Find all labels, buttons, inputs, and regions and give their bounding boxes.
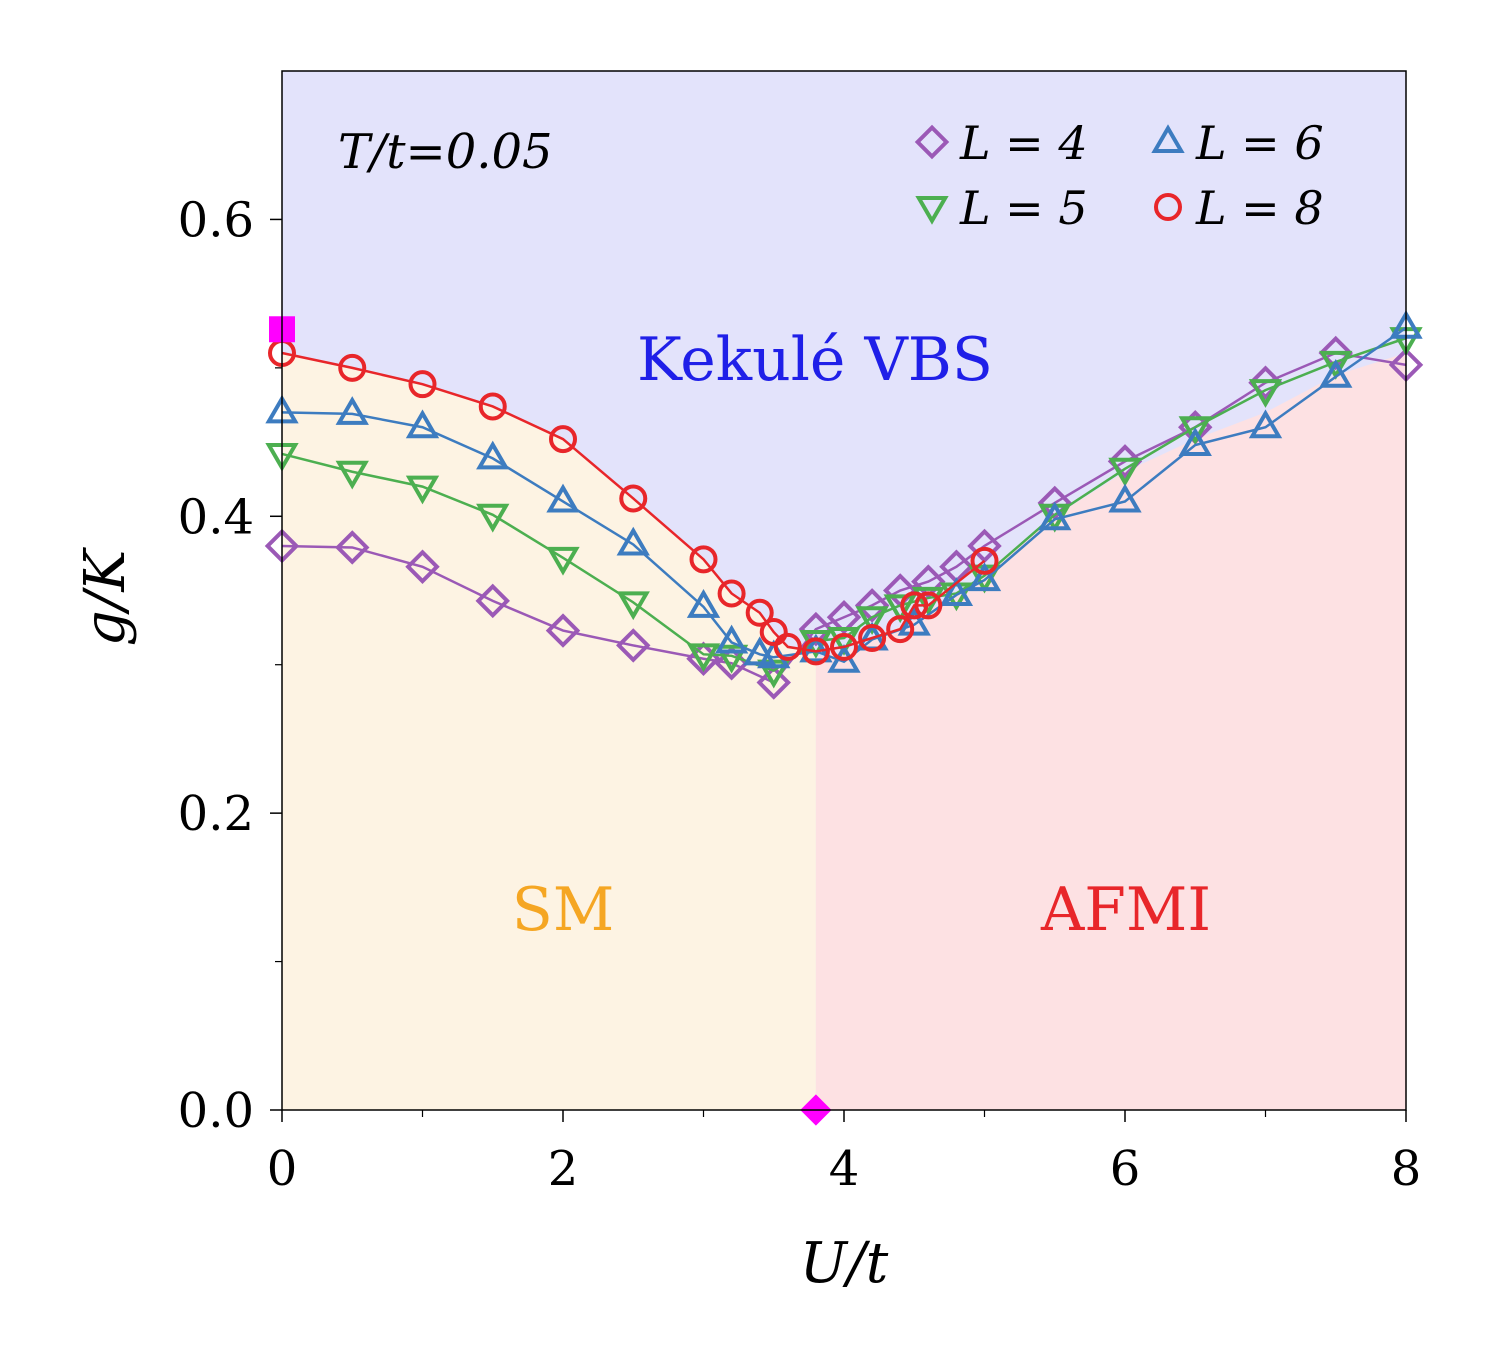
data-point	[689, 545, 718, 574]
data-point	[1108, 483, 1142, 513]
data-point	[799, 633, 833, 663]
legend-entry: L = 8	[1154, 181, 1324, 235]
data-point	[854, 588, 890, 623]
region-afmi	[815, 353, 1406, 1110]
data-point	[773, 632, 802, 661]
data-point	[549, 425, 577, 454]
data-point	[855, 606, 889, 636]
y-axis-title: g/K	[73, 547, 138, 647]
region-label-afmi: AFMI	[1040, 875, 1211, 945]
data-point	[546, 483, 580, 513]
legend: L = 4 L = 6 L = 5 L = 8	[914, 116, 1324, 235]
data-point	[476, 440, 510, 470]
data-point	[1248, 379, 1283, 408]
data-point	[883, 594, 917, 624]
data-point	[616, 526, 650, 556]
data-point	[1319, 358, 1353, 388]
data-point	[826, 599, 862, 635]
phase-regions	[282, 71, 1406, 1110]
data-point	[335, 460, 369, 490]
data-point	[717, 579, 746, 608]
data-point	[616, 628, 651, 663]
data-point	[900, 591, 929, 620]
data-point	[714, 644, 749, 674]
x-tick-label: 8	[1391, 1141, 1422, 1197]
axis-ticks: 0 2 4 6 8 0.0 0.2 0.4 0.6	[178, 192, 1422, 1197]
data-point	[405, 549, 440, 584]
data-point	[405, 409, 440, 439]
data-point	[1178, 427, 1212, 457]
data-point	[1178, 416, 1212, 446]
y-tick-label: 0.2	[178, 786, 254, 842]
legend-entry: L = 6	[1151, 116, 1324, 170]
data-point	[1107, 444, 1143, 479]
data-point	[830, 632, 858, 661]
x-tick-label: 2	[548, 1141, 579, 1197]
x-tick-label: 4	[829, 1141, 860, 1197]
data-point	[1038, 501, 1072, 531]
data-point	[801, 637, 830, 666]
legend-entry: L = 4	[914, 116, 1088, 170]
region-label-vbs: Kekulé VBS	[637, 325, 993, 395]
legend-label: L = 8	[1195, 181, 1324, 235]
data-point	[1248, 365, 1283, 400]
data-point	[1108, 457, 1142, 487]
data-point	[1319, 350, 1353, 380]
x-axis-title: U/t	[800, 1231, 889, 1296]
data-point	[1248, 409, 1283, 439]
legend-marker	[1154, 193, 1182, 221]
x-tick-label: 0	[267, 1141, 298, 1197]
temperature-annotation: T/t=0.05	[338, 124, 553, 180]
data-point	[1037, 485, 1072, 521]
data-point	[478, 392, 507, 421]
series-line	[281, 326, 1407, 664]
data-point	[827, 643, 861, 673]
data-point	[756, 665, 791, 700]
data-point	[335, 396, 369, 425]
y-tick-label: 0.4	[178, 489, 254, 545]
data-point	[686, 643, 721, 673]
data-point	[476, 503, 510, 533]
data-point	[745, 598, 774, 627]
series-line	[281, 351, 1407, 685]
legend-marker	[915, 196, 949, 225]
data-point	[686, 589, 721, 618]
data-point	[338, 353, 367, 382]
y-tick-label: 0.0	[178, 1083, 254, 1139]
data-point	[408, 370, 437, 399]
data-point	[886, 615, 915, 644]
x-tick-label: 6	[1110, 1141, 1141, 1197]
legend-marker	[914, 124, 950, 160]
data-point	[914, 591, 943, 620]
legend-entry: L = 5	[915, 181, 1088, 235]
data-point	[335, 530, 370, 565]
data-point	[967, 562, 1002, 592]
legend-label: L = 4	[959, 116, 1088, 170]
region-label-sm: SM	[512, 875, 615, 945]
data-point	[759, 618, 788, 647]
data-point	[619, 484, 648, 513]
y-tick-label: 0.6	[178, 192, 254, 248]
data-point	[858, 623, 887, 652]
data-point	[616, 591, 650, 621]
data-point	[827, 626, 861, 656]
legend-label: L = 5	[959, 181, 1088, 235]
legend-marker	[1151, 124, 1185, 153]
data-point	[970, 546, 999, 575]
data-point	[743, 636, 777, 666]
data-point	[967, 528, 1002, 564]
legend-label: L = 6	[1195, 116, 1324, 170]
data-point	[475, 583, 510, 619]
data-point	[1318, 335, 1353, 371]
data-point	[798, 611, 834, 647]
data-point	[939, 577, 974, 606]
data-point	[546, 546, 580, 576]
data-point	[714, 624, 749, 654]
data-point	[911, 564, 946, 599]
data-point	[545, 613, 581, 648]
data-point	[405, 475, 440, 505]
